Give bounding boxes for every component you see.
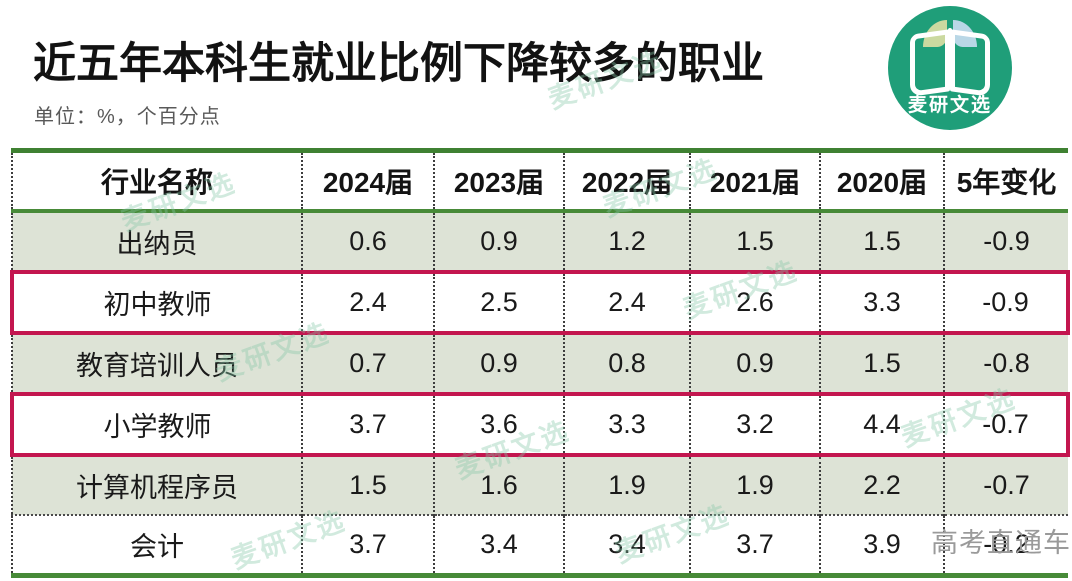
value-cell: 0.9 [433, 211, 564, 272]
value-cell: 0.8 [563, 333, 690, 394]
value-cell: -0.9 [943, 211, 1068, 272]
industry-name-cell: 初中教师 [12, 272, 302, 333]
value-cell: 3.3 [819, 272, 944, 333]
column-header-5yr-change: 5年变化 [943, 150, 1068, 211]
value-cell: 1.9 [689, 455, 820, 515]
value-cell: -0.9 [943, 272, 1068, 333]
value-cell: 4.4 [819, 394, 944, 455]
value-cell: 2.5 [433, 272, 564, 333]
value-cell: 3.9 [819, 515, 944, 576]
employment-decline-table: 行业名称 2024届 2023届 2022届 2021届 2020届 5年变化 … [10, 148, 1070, 578]
value-cell: 0.9 [689, 333, 820, 394]
table-row: 教育培训人员 0.7 0.9 0.8 0.9 1.5 -0.8 [12, 333, 1068, 394]
value-cell: 2.2 [819, 455, 944, 515]
value-cell: 1.5 [819, 333, 944, 394]
value-cell: 2.6 [689, 272, 820, 333]
value-cell: 3.2 [689, 394, 820, 455]
value-cell: 0.9 [433, 333, 564, 394]
value-cell: 1.5 [819, 211, 944, 272]
value-cell: 1.6 [433, 455, 564, 515]
page-title: 近五年本科生就业比例下降较多的职业 [33, 40, 764, 88]
industry-name-cell: 计算机程序员 [12, 455, 302, 515]
table-row: 计算机程序员 1.5 1.6 1.9 1.9 2.2 -0.7 [12, 455, 1068, 515]
industry-name-cell: 会计 [12, 515, 302, 576]
value-cell: -0.2 [943, 515, 1068, 576]
column-header-2020: 2020届 [819, 150, 944, 211]
value-cell: 3.7 [689, 515, 820, 576]
column-header-2024: 2024届 [301, 150, 434, 211]
column-header-2023: 2023届 [433, 150, 564, 211]
value-cell: 3.7 [301, 515, 434, 576]
column-header-2021: 2021届 [689, 150, 820, 211]
value-cell: 0.7 [301, 333, 434, 394]
value-cell: 3.7 [301, 394, 434, 455]
industry-name-cell: 教育培训人员 [12, 333, 302, 394]
industry-name-cell: 小学教师 [12, 394, 302, 455]
open-book-icon [910, 20, 990, 97]
value-cell: -0.7 [943, 455, 1068, 515]
value-cell: 1.5 [301, 455, 434, 515]
brand-logo: 麦研文选 [888, 6, 1012, 130]
value-cell: 2.4 [301, 272, 434, 333]
value-cell: 0.6 [301, 211, 434, 272]
value-cell: 3.6 [433, 394, 564, 455]
value-cell: 2.4 [563, 272, 690, 333]
value-cell: 3.4 [563, 515, 690, 576]
column-header-industry: 行业名称 [12, 150, 302, 211]
value-cell: 1.5 [689, 211, 820, 272]
value-cell: 1.9 [563, 455, 690, 515]
value-cell: -0.8 [943, 333, 1068, 394]
industry-name-cell: 出纳员 [12, 211, 302, 272]
value-cell: -0.7 [943, 394, 1068, 455]
column-header-2022: 2022届 [563, 150, 690, 211]
footer-watermark: 高考直通车 [931, 528, 1071, 558]
brand-name: 麦研文选 [907, 95, 992, 116]
table-row: 会计 3.7 3.4 3.4 3.7 3.9 -0.2 [12, 515, 1068, 576]
value-cell: 1.2 [563, 211, 690, 272]
unit-note: 单位：%，个百分点 [34, 106, 221, 128]
table-row-highlighted: 小学教师 3.7 3.6 3.3 3.2 4.4 -0.7 [12, 394, 1068, 455]
value-cell: 3.3 [563, 394, 690, 455]
table-row-highlighted: 初中教师 2.4 2.5 2.4 2.6 3.3 -0.9 [12, 272, 1068, 333]
value-cell: 3.4 [433, 515, 564, 576]
table-row: 出纳员 0.6 0.9 1.2 1.5 1.5 -0.9 [12, 211, 1068, 272]
header-row: 行业名称 2024届 2023届 2022届 2021届 2020届 5年变化 [12, 150, 1068, 211]
